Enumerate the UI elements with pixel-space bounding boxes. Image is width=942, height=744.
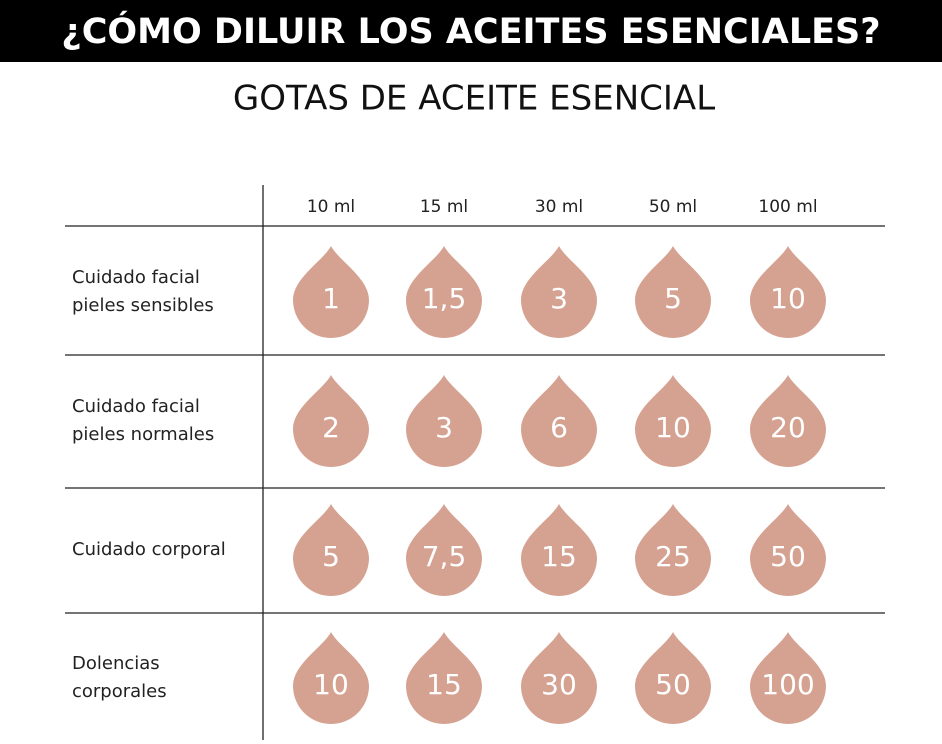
drop-value: 30	[541, 668, 577, 701]
column-header: 50 ml	[649, 197, 697, 217]
drop	[521, 504, 597, 596]
subtitle: GOTAS DE ACEITE ESENCIAL	[233, 79, 715, 119]
drop-value: 50	[655, 668, 691, 701]
drop	[293, 375, 369, 467]
title-bar	[0, 0, 942, 62]
drop	[406, 504, 482, 596]
drop-value: 5	[322, 540, 340, 573]
row-label: corporales	[72, 681, 167, 702]
drop-value: 6	[550, 411, 568, 444]
drop	[521, 375, 597, 467]
column-header: 15 ml	[420, 197, 468, 217]
row-label: Cuidado facial	[72, 267, 200, 288]
drop-value: 15	[426, 668, 462, 701]
drop-value: 1	[322, 282, 340, 315]
drop-value: 10	[655, 411, 691, 444]
drop-value: 1,5	[422, 282, 467, 315]
drop	[406, 375, 482, 467]
drop-value: 2	[322, 411, 340, 444]
column-header: 30 ml	[535, 197, 583, 217]
row-label: Cuidado corporal	[72, 539, 226, 560]
drop	[406, 246, 482, 338]
row-label: pieles sensibles	[72, 295, 214, 316]
drop	[635, 375, 711, 467]
drop-value: 3	[435, 411, 453, 444]
drop	[750, 375, 826, 467]
drop	[635, 632, 711, 724]
drop	[521, 632, 597, 724]
drop-value: 3	[550, 282, 568, 315]
drop	[293, 504, 369, 596]
drop-value: 7,5	[422, 540, 467, 573]
drop	[635, 504, 711, 596]
drop-value: 20	[770, 411, 806, 444]
drop	[635, 246, 711, 338]
column-header: 10 ml	[307, 197, 355, 217]
drop	[521, 246, 597, 338]
drop-value: 15	[541, 540, 577, 573]
title: ¿CÓMO DILUIR LOS ACEITES ESENCIALES?	[61, 10, 880, 52]
row-label: pieles normales	[72, 424, 214, 445]
drop-value: 25	[655, 540, 691, 573]
drop	[750, 246, 826, 338]
drop-value: 5	[664, 282, 682, 315]
drop-value: 50	[770, 540, 806, 573]
drop	[750, 632, 826, 724]
drop	[293, 246, 369, 338]
drop	[406, 632, 482, 724]
drop-value: 10	[770, 282, 806, 315]
drop	[750, 504, 826, 596]
drop	[293, 632, 369, 724]
drop-value: 10	[313, 668, 349, 701]
column-header: 100 ml	[758, 197, 817, 217]
row-label: Dolencias	[72, 653, 160, 674]
row-label: Cuidado facial	[72, 396, 200, 417]
drop-value: 100	[761, 668, 814, 701]
